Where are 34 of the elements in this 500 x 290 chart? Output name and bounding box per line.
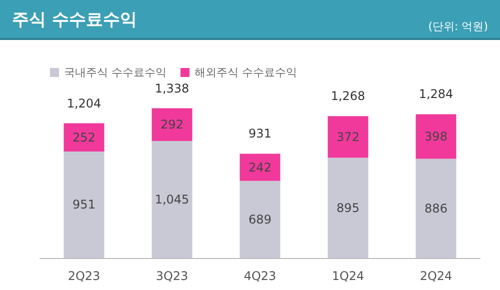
data-label: 252 <box>72 130 96 144</box>
data-label: 242 <box>248 160 272 174</box>
x-tick-label: 3Q23 <box>156 269 188 283</box>
data-label: 689 <box>248 212 272 226</box>
total-label: 1,204 <box>66 96 102 110</box>
chart-title: 주식 수수료수익 <box>12 8 137 30</box>
text: (단위: 억원) <box>428 19 488 35</box>
legend-label: 국내주식 수수료수익 <box>64 66 166 79</box>
bar <box>240 154 280 181</box>
x-tick-label: 1Q24 <box>332 269 364 283</box>
bar <box>152 140 192 258</box>
total-label: 931 <box>248 126 272 141</box>
data-label: 372 <box>336 130 360 144</box>
total-label: 1,338 <box>154 81 190 96</box>
bar <box>328 116 368 158</box>
bar <box>328 158 368 258</box>
bar <box>240 180 280 258</box>
x-tick-label: 2Q23 <box>68 269 100 283</box>
bar <box>152 108 192 141</box>
data-label: 292 <box>160 118 184 132</box>
data-label: 886 <box>424 201 448 216</box>
bar <box>416 158 456 258</box>
bar <box>64 123 104 152</box>
total-label: 1,268 <box>330 89 366 104</box>
bar <box>64 151 104 258</box>
x-tick-label: 4Q23 <box>244 269 276 283</box>
data-label: 1,045 <box>154 192 190 206</box>
data-label: 951 <box>72 198 96 212</box>
total-label: 1,284 <box>418 87 454 102</box>
data-label: 895 <box>336 200 360 215</box>
data-label: 398 <box>424 129 448 144</box>
x-tick-label: 2Q24 <box>420 269 452 283</box>
bar <box>416 114 456 159</box>
legend-label: 해외주식 수수료수익 <box>194 66 297 79</box>
